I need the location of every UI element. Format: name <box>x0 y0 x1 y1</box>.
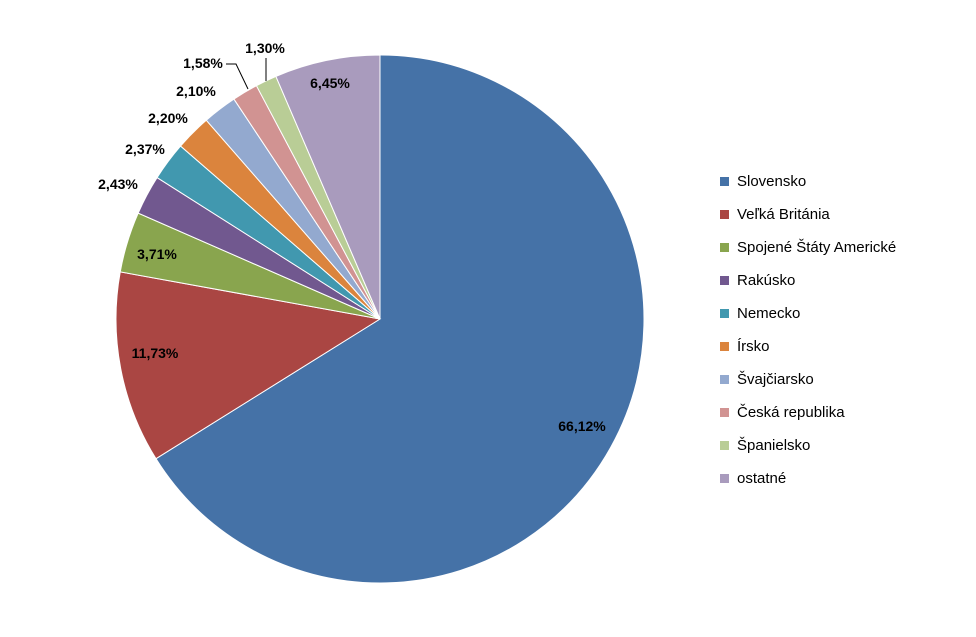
legend-swatch <box>720 243 729 252</box>
legend-label: Spojené Štáty Americké <box>737 239 897 256</box>
leader-line-8 <box>226 63 249 90</box>
chart-legend: Slovensko Veľká Británia Spojené Štáty Ame… <box>720 165 896 495</box>
legend-swatch <box>720 474 729 483</box>
legend-item-8: Česká republika <box>720 396 896 429</box>
legend-label: Írsko <box>737 338 770 355</box>
legend-item-6: Írsko <box>720 330 896 363</box>
legend-swatch <box>720 441 729 450</box>
legend-label: ostatné <box>737 470 787 487</box>
legend-label: Nemecko <box>737 305 801 322</box>
legend-swatch <box>720 342 729 351</box>
legend-label: Slovensko <box>737 173 807 190</box>
legend-item-9: Španielsko <box>720 429 896 462</box>
legend-label: Česká republika <box>737 404 845 421</box>
legend-item-10: ostatné <box>720 462 896 495</box>
data-label-5: 2,37% <box>125 141 165 157</box>
legend-label: Švajčiarsko <box>737 371 814 388</box>
legend-label: Veľká Británia <box>737 206 830 223</box>
data-label-1: 66,12% <box>558 418 606 434</box>
legend-swatch <box>720 210 729 219</box>
data-label-6: 2,20% <box>148 110 188 126</box>
pie-slice-10 <box>275 54 381 320</box>
pie-slice-2 <box>115 271 382 460</box>
legend-swatch <box>720 408 729 417</box>
legend-swatch <box>720 375 729 384</box>
legend-item-5: Nemecko <box>720 297 896 330</box>
legend-swatch <box>720 177 729 186</box>
legend-label: Rakúsko <box>737 272 796 289</box>
legend-item-3: Spojené Štáty Americké <box>720 231 896 264</box>
legend-item-7: Švajčiarsko <box>720 363 896 396</box>
data-label-9: 1,30% <box>245 40 285 56</box>
legend-swatch <box>720 309 729 318</box>
legend-label: Španielsko <box>737 437 811 454</box>
data-label-7: 2,10% <box>176 83 216 99</box>
pie-slice-1 <box>155 54 645 584</box>
legend-item-1: Slovensko <box>720 165 896 198</box>
data-label-3: 3,71% <box>137 246 177 262</box>
data-label-10: 6,45% <box>310 75 350 91</box>
data-label-2: 11,73% <box>132 345 179 361</box>
legend-item-4: Rakúsko <box>720 264 896 297</box>
data-label-8: 1,58% <box>183 55 223 71</box>
data-label-4: 2,43% <box>98 176 138 192</box>
legend-swatch <box>720 276 729 285</box>
legend-item-2: Veľká Británia <box>720 198 896 231</box>
